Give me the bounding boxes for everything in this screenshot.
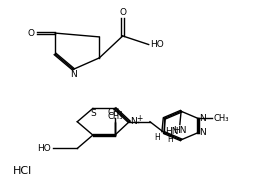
Text: N: N	[70, 70, 77, 79]
Text: CH₃: CH₃	[107, 112, 123, 121]
Text: H: H	[167, 135, 173, 144]
Text: HCl: HCl	[12, 166, 32, 176]
Text: N: N	[199, 114, 206, 123]
Text: O: O	[28, 29, 35, 38]
Text: HN: HN	[165, 127, 179, 137]
Text: +: +	[137, 114, 143, 123]
Text: S: S	[90, 109, 96, 118]
Text: HN: HN	[173, 126, 187, 135]
Text: CH₃: CH₃	[213, 114, 229, 123]
Text: O: O	[119, 8, 126, 17]
Text: HO: HO	[150, 40, 164, 49]
Text: CH₃: CH₃	[107, 108, 123, 117]
Text: H: H	[155, 133, 160, 142]
Text: N: N	[130, 117, 137, 126]
Text: HO: HO	[38, 144, 51, 153]
Text: N: N	[199, 128, 206, 137]
